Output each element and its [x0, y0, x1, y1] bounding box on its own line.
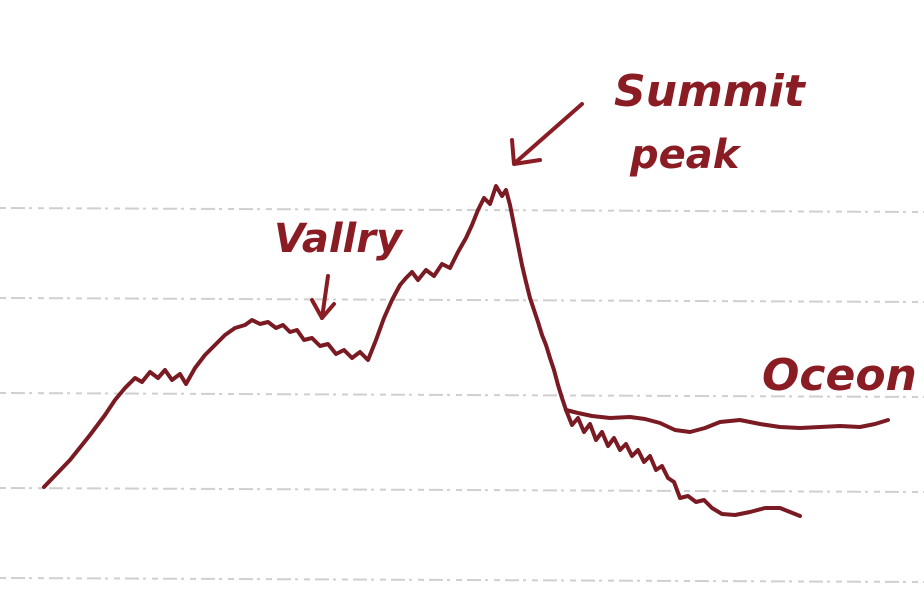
ruled-line-5: [0, 577, 924, 583]
ruled-line-1: [0, 207, 924, 213]
ocean-level-line: [564, 408, 890, 434]
ruled-line-2: [0, 297, 924, 303]
ruled-line-3: [0, 392, 924, 398]
ocean-label: Oceon: [762, 350, 917, 401]
valley-arrow-icon: [310, 274, 336, 320]
ruled-line-4: [0, 487, 924, 493]
seafloor-line: [564, 408, 802, 518]
summit-label: Summit: [614, 66, 807, 117]
peak-label: peak: [629, 132, 742, 178]
ruled-lines: [0, 207, 924, 583]
summit-arrow-icon: [510, 102, 584, 166]
valley-label: Vallry: [274, 216, 404, 262]
terrain-profile-line: [42, 184, 568, 489]
